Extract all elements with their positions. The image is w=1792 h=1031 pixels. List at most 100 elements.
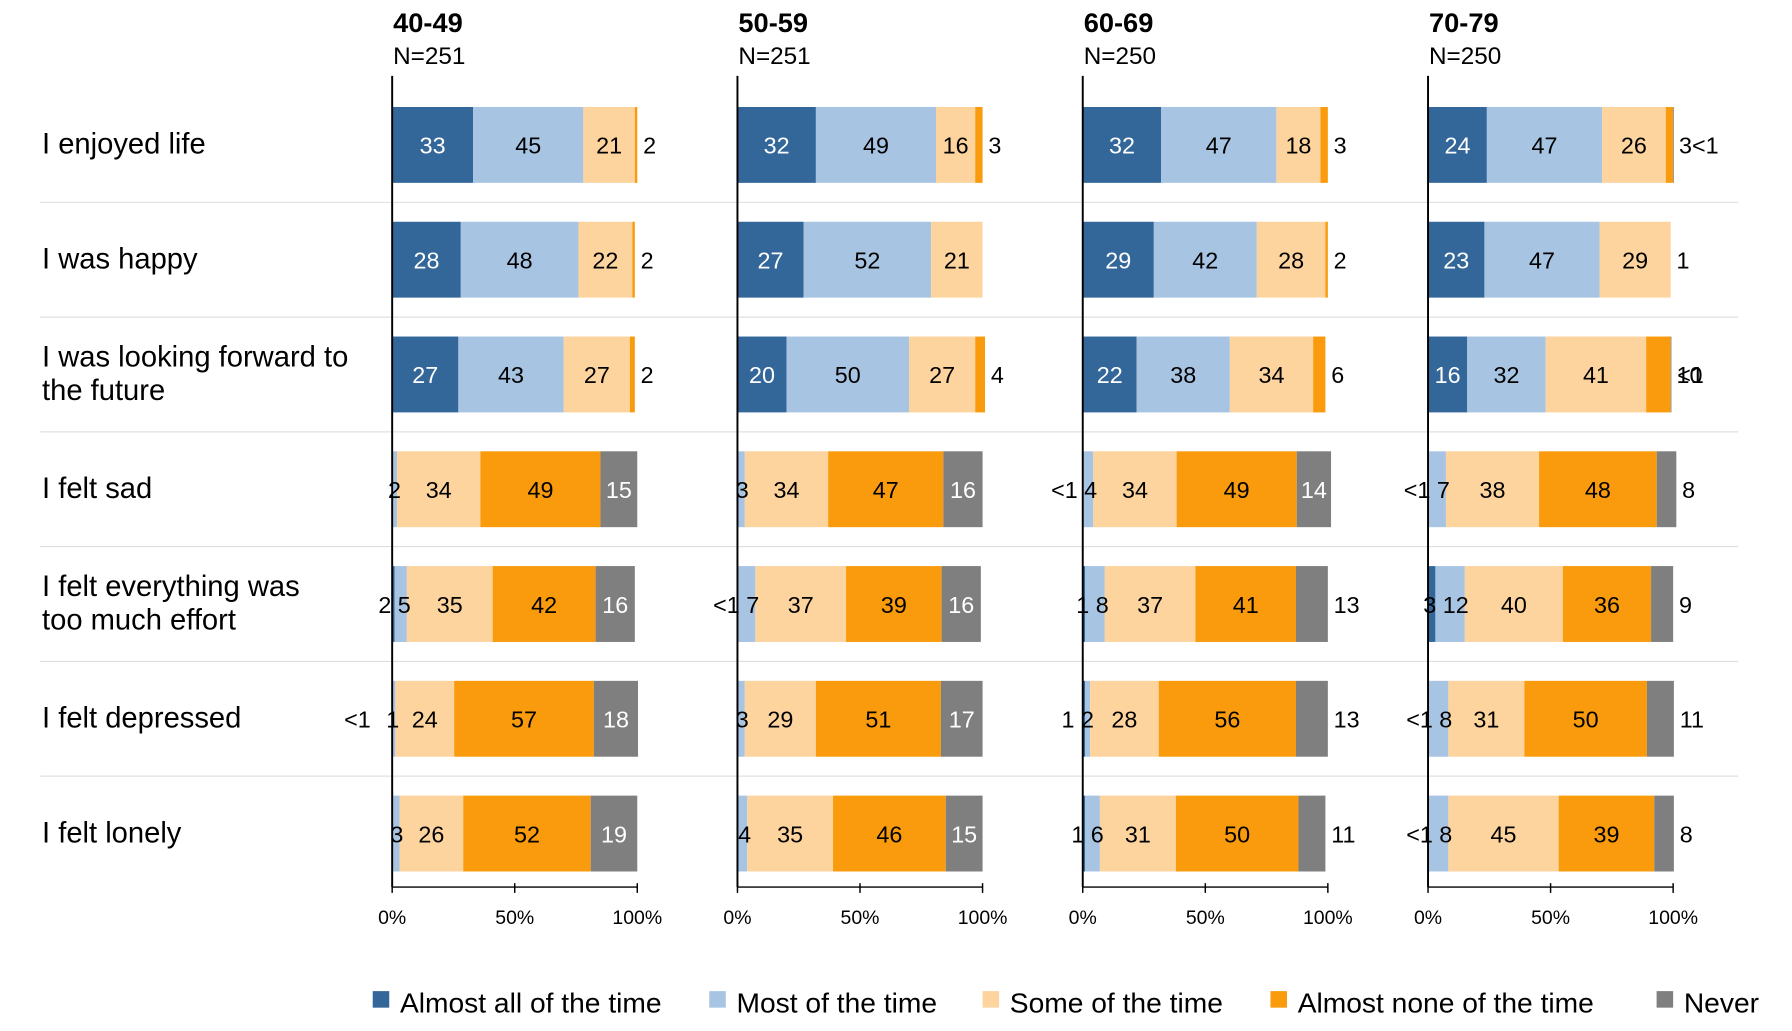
data-label: 28 xyxy=(1111,707,1137,733)
bar-segment xyxy=(1448,680,1525,757)
data-label: 28 xyxy=(1278,247,1304,273)
data-label: 50 xyxy=(835,362,861,388)
data-label: 33 xyxy=(420,133,446,159)
bar-segment xyxy=(1082,106,1162,183)
bar-segment xyxy=(828,451,944,528)
data-label: 28 xyxy=(414,247,440,273)
panel-title: 50-59 xyxy=(738,7,808,38)
bar-segment xyxy=(737,106,816,183)
bar-segment xyxy=(1104,566,1196,642)
data-label: 22 xyxy=(592,247,618,273)
bar-segment xyxy=(473,106,584,183)
category-label: I felt sad xyxy=(42,473,152,505)
bar-segment xyxy=(737,336,787,413)
legend-swatch xyxy=(372,991,390,1008)
bar-segment xyxy=(595,566,635,642)
legend-swatch xyxy=(709,991,726,1008)
bar-segment xyxy=(392,566,395,642)
legend-swatch xyxy=(982,991,1000,1008)
bar-segment xyxy=(1313,336,1326,413)
panel-sample-size: N=250 xyxy=(1084,43,1156,70)
bar-segment xyxy=(815,680,941,757)
data-label: 43 xyxy=(498,362,524,388)
data-label: 52 xyxy=(854,247,880,273)
data-label: 57 xyxy=(511,707,537,733)
bar-segment xyxy=(1229,336,1314,413)
data-label: 3 xyxy=(988,133,1001,159)
data-label: 16 xyxy=(1435,362,1461,388)
x-tick-label: 0% xyxy=(1069,907,1097,929)
bar-segment xyxy=(460,221,579,298)
bar-segment xyxy=(1295,566,1328,642)
legend-swatch xyxy=(1656,991,1674,1008)
bar-segment xyxy=(1665,106,1674,183)
data-label: <1 xyxy=(1677,362,1704,388)
data-label: 26 xyxy=(1621,133,1647,159)
bar-segment xyxy=(583,106,635,183)
data-label: 11 xyxy=(1331,821,1355,847)
bar-segment xyxy=(744,451,829,528)
bar-segment xyxy=(1656,451,1677,528)
data-label: 41 xyxy=(1583,362,1609,388)
bar-segment xyxy=(1651,566,1674,642)
bar-segment xyxy=(392,451,398,528)
bar-segment xyxy=(1445,451,1540,528)
bar-segment xyxy=(629,336,635,413)
category-label: too much effort xyxy=(42,604,236,636)
bar-segment xyxy=(1298,795,1326,872)
bar-segment xyxy=(975,106,983,183)
data-label: 16 xyxy=(943,133,969,159)
data-label: 1 6 xyxy=(1071,821,1103,847)
data-label: 8 xyxy=(1682,477,1695,503)
bar-segment xyxy=(1256,221,1326,298)
data-label: 32 xyxy=(1109,133,1135,159)
data-label: 3 xyxy=(390,821,403,847)
panel-sample-size: N=250 xyxy=(1429,43,1501,70)
data-label: <1 xyxy=(344,707,371,733)
bar-segment xyxy=(1176,451,1297,528)
data-label: 48 xyxy=(507,247,533,273)
data-label: 2 xyxy=(641,362,654,388)
bar-segment xyxy=(1464,566,1563,642)
bar-segment xyxy=(1083,451,1094,528)
data-label: 16 xyxy=(950,477,976,503)
bar-segment xyxy=(1428,680,1449,757)
x-tick-label: 0% xyxy=(1414,907,1442,929)
data-label: 9 xyxy=(1679,592,1692,618)
data-label: 38 xyxy=(1170,362,1196,388)
bar-segment xyxy=(943,451,983,528)
data-label: 21 xyxy=(944,247,970,273)
data-label: 56 xyxy=(1214,707,1240,733)
data-label: <1 8 xyxy=(1406,821,1452,847)
bar-segment xyxy=(1085,680,1091,757)
bar-segment xyxy=(1093,451,1177,528)
bar-segment xyxy=(1085,795,1100,872)
data-label: 1 8 xyxy=(1076,592,1108,618)
data-label: 3<1 xyxy=(1679,133,1719,159)
data-label: 29 xyxy=(767,707,793,733)
x-tick-label: 100% xyxy=(958,907,1008,929)
bar-segment xyxy=(737,451,745,528)
bar-segment xyxy=(392,795,400,872)
bar-segment xyxy=(1295,680,1328,757)
x-tick-label: 50% xyxy=(495,907,534,929)
bar-segment xyxy=(563,336,630,413)
bar-segment xyxy=(1558,795,1655,872)
bar-segment xyxy=(1545,336,1647,413)
data-label: 29 xyxy=(1105,247,1131,273)
bar-segment xyxy=(931,221,983,298)
data-label: 19 xyxy=(601,821,627,847)
bar-segment xyxy=(454,680,594,757)
bar-segment xyxy=(747,795,834,872)
bar-segment xyxy=(738,566,756,642)
data-label: 3 xyxy=(1334,133,1347,159)
data-label: 13 xyxy=(1334,592,1360,618)
bar-segment xyxy=(1161,106,1277,183)
data-label: 24 xyxy=(412,707,438,733)
data-label: <1 8 xyxy=(1406,707,1452,733)
data-label: 4 xyxy=(991,362,1004,388)
data-label: 42 xyxy=(531,592,557,618)
data-label: 2 xyxy=(643,133,656,159)
bar-segment xyxy=(935,106,976,183)
